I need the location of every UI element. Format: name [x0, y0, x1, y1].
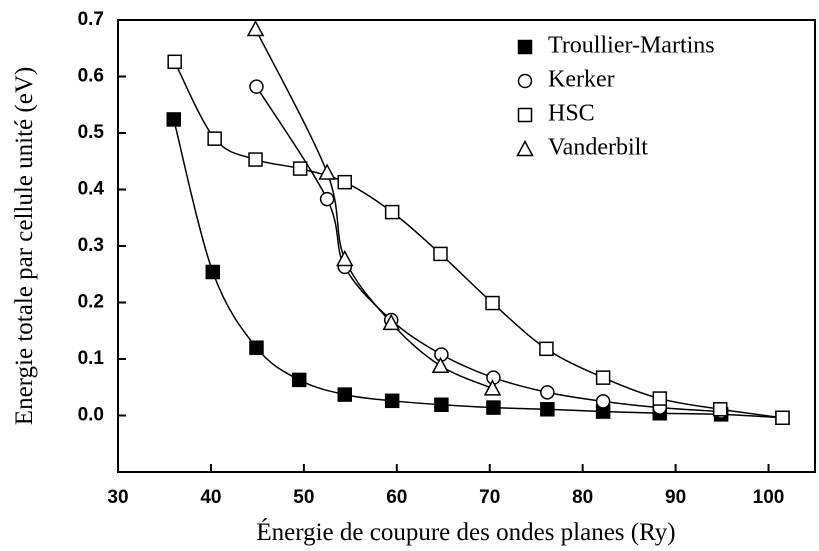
fit-curve: [173, 119, 783, 419]
marker: [205, 264, 221, 280]
marker: [595, 370, 611, 385]
marker: [485, 295, 500, 311]
x-tick-label: 30: [107, 487, 128, 508]
plot-layer: [166, 20, 790, 426]
marker: [652, 391, 668, 406]
fit-curve: [255, 86, 722, 413]
y-tick-label: 0.7: [78, 9, 104, 30]
marker: [336, 249, 354, 267]
legend-marker: [517, 39, 533, 55]
x-tick-label: 60: [386, 487, 407, 508]
legend-label: HSC: [548, 101, 595, 127]
x-tick-label: 80: [572, 487, 593, 508]
legend-label: Troullier-Martins: [548, 33, 715, 59]
marker: [434, 397, 449, 413]
marker: [337, 174, 353, 190]
marker: [292, 161, 308, 176]
marker: [382, 313, 400, 331]
marker: [540, 402, 555, 417]
x-tick-label: 100: [753, 487, 785, 508]
y-tick-label: 0.1: [78, 348, 105, 369]
legend-marker: [517, 107, 533, 123]
marker: [384, 393, 400, 409]
legend-marker: [517, 73, 533, 89]
marker: [712, 402, 728, 417]
marker: [486, 400, 501, 415]
marker: [207, 131, 222, 146]
legend-label: Kerker: [548, 67, 615, 93]
plot-frame: [117, 19, 816, 473]
marker: [540, 385, 555, 400]
legend-marker: [516, 139, 534, 157]
marker: [775, 410, 790, 426]
fit-curve: [254, 28, 493, 390]
marker: [249, 340, 264, 355]
marker: [431, 356, 450, 374]
marker: [595, 394, 611, 409]
marker: [318, 163, 336, 180]
x-tick-label: 50: [293, 487, 314, 508]
y-tick-label: 0.6: [78, 66, 104, 87]
marker: [166, 112, 182, 127]
y-tick-label: 0.4: [78, 179, 105, 200]
x-tick-label: 40: [200, 487, 221, 508]
marker: [539, 341, 554, 357]
x-axis-label: Énergie de coupure des ondes planes (Ry): [256, 518, 675, 546]
marker: [319, 191, 335, 207]
legend-label: Vanderbilt: [548, 135, 648, 161]
fit-curve: [174, 61, 783, 419]
y-tick-label: 0.2: [78, 292, 104, 313]
x-tick-label: 90: [665, 487, 686, 508]
marker: [248, 152, 263, 167]
y-axis-label: Energie totale par cellule unité (eV): [11, 67, 38, 425]
marker: [483, 379, 502, 396]
y-tick-label: 0.0: [78, 405, 104, 426]
y-tick-label: 0.3: [78, 235, 104, 256]
y-tick-label: 0.5: [78, 122, 105, 143]
marker: [337, 387, 353, 402]
marker: [291, 372, 307, 388]
marker: [249, 79, 264, 94]
marker: [433, 246, 448, 262]
marker: [246, 20, 265, 37]
marker: [167, 54, 182, 70]
marker: [384, 204, 400, 220]
x-tick-label: 70: [479, 487, 500, 508]
